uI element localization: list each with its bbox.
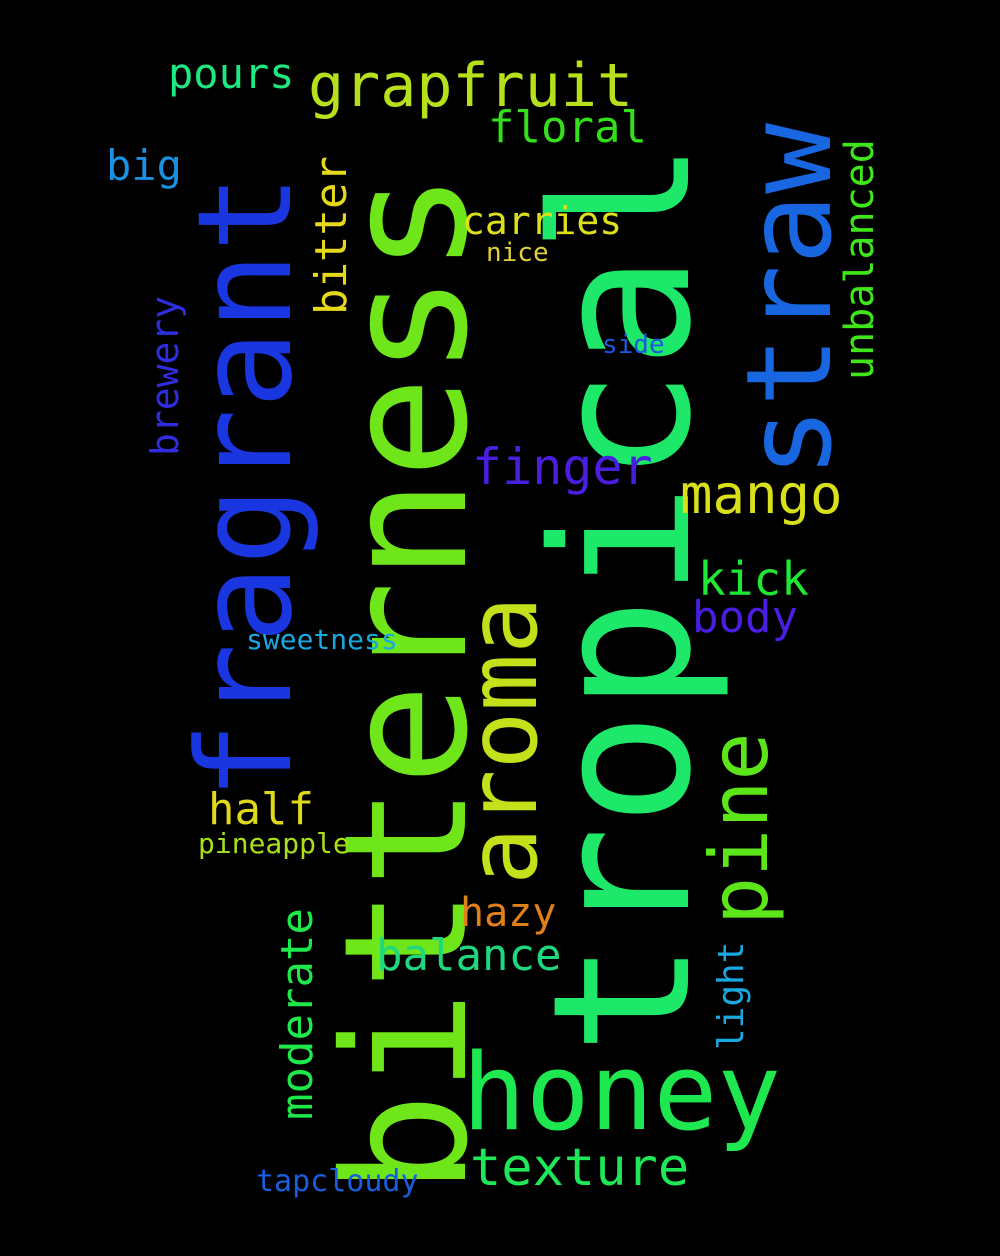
word-pours: pours — [168, 49, 295, 98]
word-unbalanced: unbalanced — [837, 139, 883, 380]
word-floral: floral — [488, 102, 647, 153]
word-pineapple: pineapple — [198, 827, 350, 860]
word-aroma: aroma — [447, 596, 559, 885]
word-grapfruit: grapfruit — [308, 51, 634, 121]
word-mango: mango — [680, 463, 843, 526]
word-half: half — [208, 784, 314, 835]
word-tapcloudy: tapcloudy — [256, 1164, 419, 1199]
word-moderate: moderate — [272, 908, 323, 1120]
word-nice: nice — [486, 238, 549, 268]
word-fragrant: fragrant — [169, 173, 321, 800]
word-bitter: bitter — [306, 156, 357, 315]
word-light: light — [711, 941, 752, 1050]
word-carries: carries — [462, 199, 623, 243]
word-big: big — [106, 141, 182, 190]
word-brewery: brewery — [143, 295, 187, 456]
word-straw: straw — [720, 122, 858, 478]
word-kick: kick — [698, 552, 809, 606]
word-body: body — [692, 592, 798, 643]
word-texture: texture — [470, 1138, 690, 1198]
word-side: side — [602, 330, 665, 360]
word-sweetness: sweetness — [246, 623, 398, 656]
word-honey: honey — [462, 1031, 782, 1154]
word-pine: pine — [693, 732, 786, 925]
word-finger: finger — [472, 438, 653, 496]
word-balance: balance — [376, 930, 562, 981]
word-hazy: hazy — [460, 890, 557, 936]
